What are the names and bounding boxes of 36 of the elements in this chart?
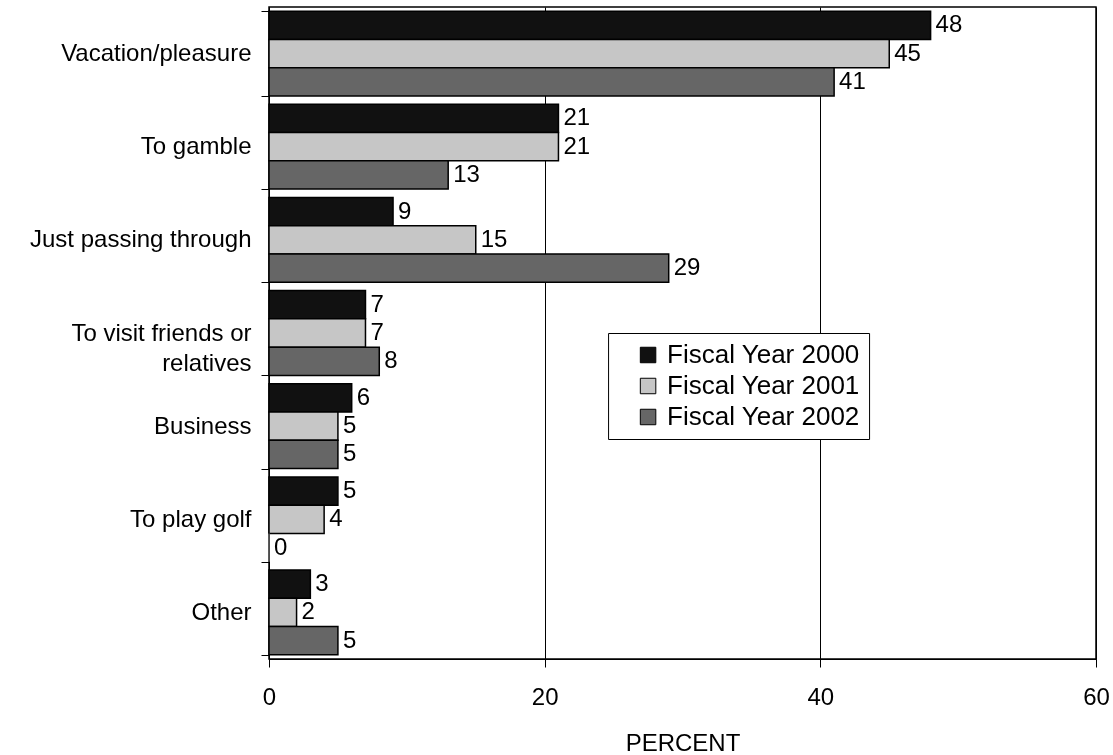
legend-label: Fiscal Year 2002 — [667, 401, 860, 431]
x-tick-label: 0 — [262, 682, 277, 710]
x-tick-label: 20 — [531, 682, 559, 710]
y-tick-label: To gamble — [140, 132, 252, 160]
data-label: 9 — [398, 196, 412, 224]
data-label: 5 — [342, 439, 357, 467]
data-label: 45 — [894, 38, 921, 66]
y-tick-label: To visit friends or relatives — [71, 318, 252, 376]
data-label: 48 — [935, 10, 963, 38]
y-tick-label: Business — [154, 411, 252, 439]
legend-label: Fiscal Year 2001 — [667, 370, 860, 400]
data-label: 0 — [274, 532, 288, 560]
data-label: 5 — [342, 411, 357, 439]
data-label: 5 — [342, 476, 357, 504]
data-label: 2 — [301, 597, 315, 625]
data-label: 29 — [673, 253, 701, 281]
data-label: 21 — [563, 103, 591, 131]
data-label: 5 — [342, 625, 357, 653]
data-label: 41 — [839, 66, 866, 94]
data-label: 13 — [453, 159, 480, 187]
y-tick-label: Vacation/pleasure — [61, 39, 252, 67]
legend-label: Fiscal Year 2000 — [667, 339, 860, 369]
data-label: 6 — [356, 382, 371, 410]
data-label: 3 — [315, 569, 329, 597]
y-tick-label: Just passing through — [30, 225, 252, 253]
x-axis-title: PERCENT — [625, 728, 741, 755]
x-tick-label: 40 — [807, 682, 835, 710]
data-label: 8 — [384, 346, 398, 374]
data-label: 15 — [480, 224, 508, 252]
data-label: 7 — [370, 289, 384, 317]
x-tick-label: 60 — [1083, 682, 1110, 710]
data-label: 21 — [563, 131, 591, 159]
y-tick-label: To play golf — [130, 504, 252, 532]
data-label: 7 — [370, 318, 384, 345]
y-tick-label: Other — [191, 597, 252, 625]
data-label: 4 — [329, 504, 343, 532]
